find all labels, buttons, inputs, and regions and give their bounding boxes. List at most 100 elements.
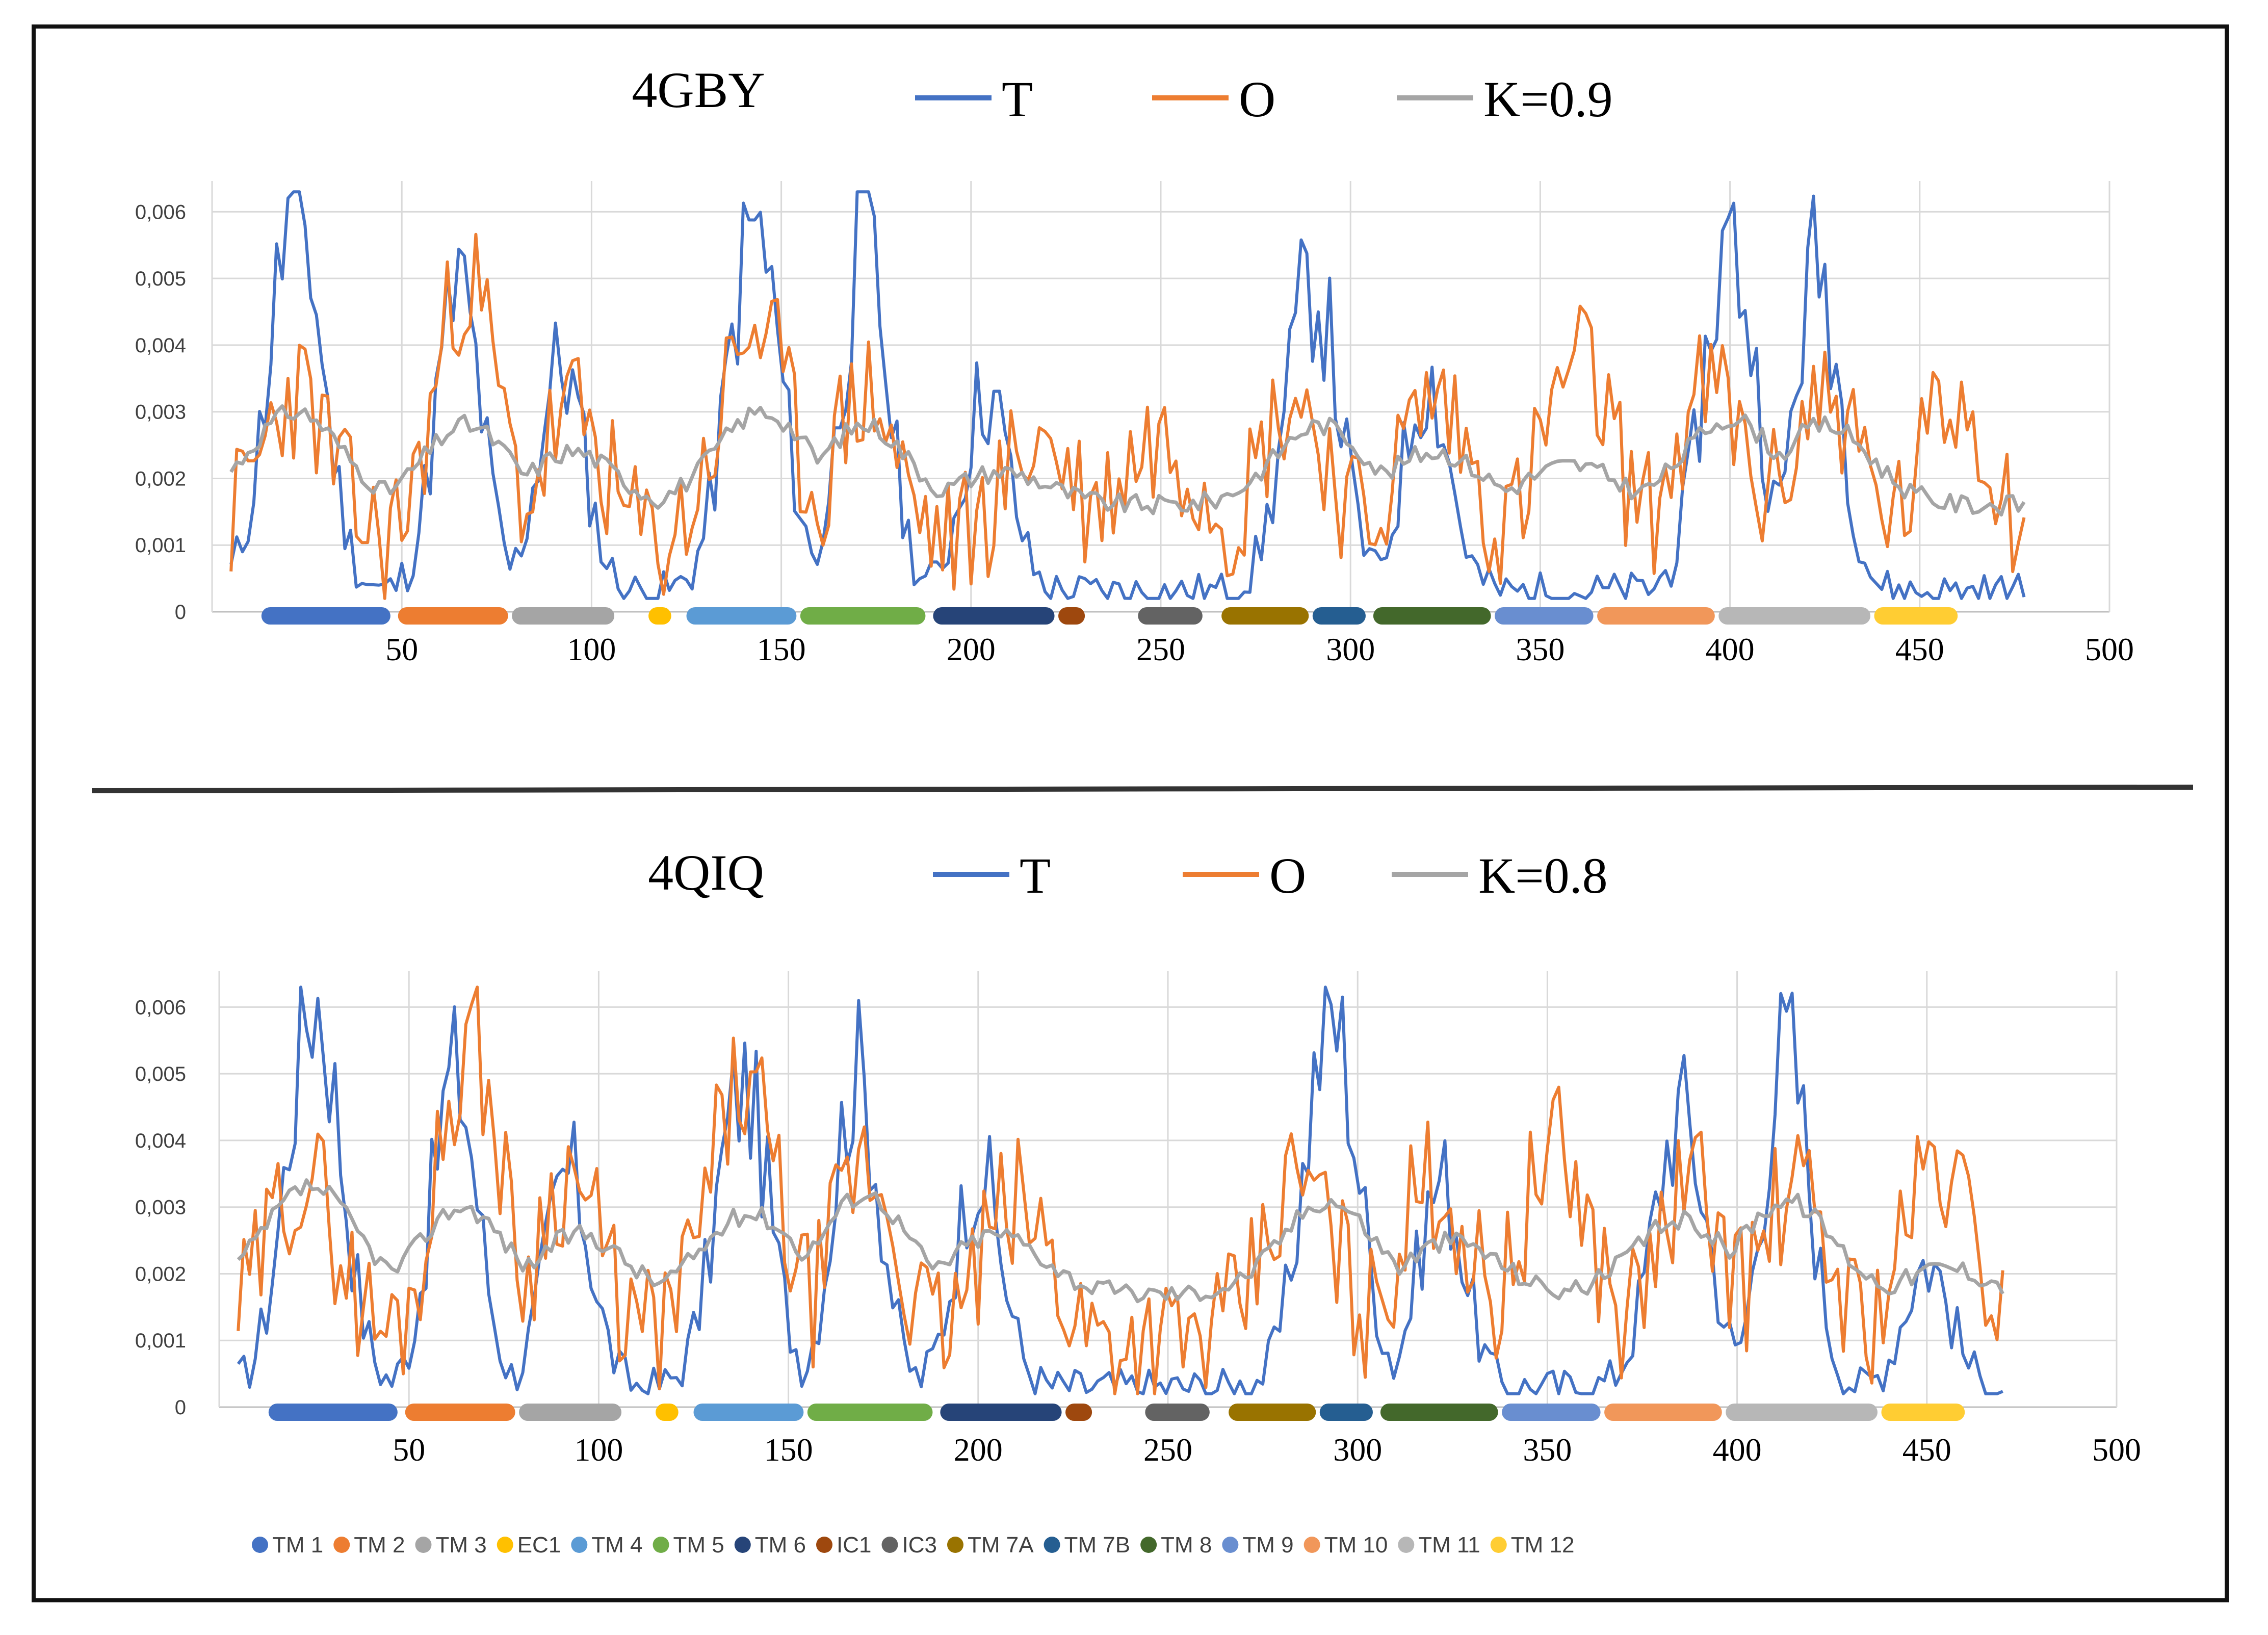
panel-4gby: 0 0,001 0,002 0,003 0,004 0,005 0,006 50 100 150 2…	[135, 62, 2134, 667]
segment-bar	[693, 1404, 804, 1421]
x-tick-label: 500	[2092, 1432, 2141, 1468]
y-tick-label: 0,001	[135, 534, 186, 557]
legend-dot	[415, 1537, 432, 1553]
segment-bar	[268, 1404, 398, 1421]
x-tick-label: 250	[1136, 631, 1185, 667]
panel-divider	[91, 785, 2194, 793]
segment-bar	[933, 607, 1055, 625]
segment-bar	[1604, 1404, 1722, 1421]
gridlines	[211, 181, 2110, 613]
legend-item: TM 12	[1511, 1533, 1575, 1558]
legend-item: TM 7A	[968, 1533, 1034, 1558]
legend-item: IC1	[837, 1533, 871, 1558]
legend-item: TM 8	[1161, 1533, 1212, 1558]
series-line-t	[229, 190, 2026, 600]
segment-bar	[519, 1404, 622, 1421]
legend-item: TM 7B	[1064, 1533, 1131, 1558]
y-tick-label: 0,006	[135, 201, 186, 223]
legend-dot	[1398, 1537, 1415, 1553]
segment-bar	[405, 1404, 515, 1421]
legend-label: T	[1002, 71, 1033, 127]
legend-dot	[571, 1537, 588, 1553]
x-tick-label: 150	[757, 631, 806, 667]
x-tick-label: 100	[574, 1432, 623, 1468]
series-line-k-0-9	[229, 404, 2026, 517]
segment-bar	[1495, 607, 1594, 625]
legend-dot	[816, 1537, 832, 1553]
x-tick-label: 50	[393, 1432, 425, 1468]
x-tick-label: 500	[2085, 631, 2134, 667]
x-tick-label: 250	[1143, 1432, 1192, 1468]
segment-bar	[1373, 607, 1491, 625]
legend-dot	[1304, 1537, 1320, 1553]
series-line-o	[237, 985, 2004, 1395]
legend-label: K=0.9	[1483, 71, 1613, 127]
x-tick-label: 50	[385, 631, 418, 667]
segment-bar	[656, 1404, 679, 1421]
gridlines	[218, 971, 2118, 1408]
y-tick-label: 0	[175, 1396, 186, 1419]
segment-bar	[1319, 1404, 1373, 1421]
legend-item: EC1	[517, 1533, 561, 1558]
panel-title: 4QIQ	[648, 844, 764, 901]
y-tick-label: 0,006	[135, 996, 186, 1019]
segment-bar	[1502, 1404, 1601, 1421]
legend-dot	[1222, 1537, 1239, 1553]
panel-title: 4GBY	[632, 62, 765, 118]
x-tick-label: 400	[1706, 631, 1755, 667]
legend-dot	[497, 1537, 513, 1553]
legend-item: TM 9	[1242, 1533, 1293, 1558]
segment-bar	[940, 1404, 1062, 1421]
segment-bar	[1874, 607, 1958, 625]
segment-bar	[1881, 1404, 1965, 1421]
segment-bar	[1380, 1404, 1498, 1421]
legend-dot	[734, 1537, 751, 1553]
legend-label: O	[1239, 71, 1275, 127]
legend-item: TM 5	[673, 1533, 724, 1558]
y-tick-label: 0,004	[135, 334, 186, 357]
legend-label: O	[1269, 847, 1306, 904]
legend-dot	[252, 1537, 268, 1553]
x-tick-label: 450	[1895, 631, 1944, 667]
legend-dot	[1140, 1537, 1157, 1553]
segment-bar	[1058, 607, 1085, 625]
y-tick-label: 0,003	[135, 401, 186, 424]
segment-bar	[686, 607, 797, 625]
y-tick-label: 0,002	[135, 468, 186, 490]
segment-bar	[1312, 607, 1366, 625]
legend-label: K=0.8	[1478, 847, 1608, 904]
x-tick-label: 350	[1523, 1432, 1572, 1468]
y-tick-label: 0,004	[135, 1130, 186, 1152]
x-tick-label: 300	[1333, 1432, 1382, 1468]
legend-label: T	[1020, 847, 1051, 904]
segment-bar	[398, 607, 508, 625]
legend-item: IC3	[902, 1533, 936, 1558]
segment-bar	[1229, 1404, 1316, 1421]
y-tick-label: 0	[175, 601, 186, 624]
panel-4qiq: 0 0,001 0,002 0,003 0,004 0,005 0,006 50 100 150 2…	[135, 844, 2141, 1468]
legend-item: TM 1	[272, 1533, 323, 1558]
x-tick-label: 300	[1326, 631, 1375, 667]
x-tick-label: 150	[764, 1432, 813, 1468]
x-tick-label: 450	[1902, 1432, 1951, 1468]
x-tick-label: 200	[947, 631, 996, 667]
segment-bar	[1718, 607, 1871, 625]
series-line-k-0-8	[237, 1178, 2004, 1304]
legend-item: TM 6	[755, 1533, 806, 1558]
segment-bar	[1138, 607, 1203, 625]
segment-bar	[1726, 1404, 1878, 1421]
segment-bar	[1145, 1404, 1210, 1421]
y-tick-label: 0,005	[135, 268, 186, 290]
segment-bar	[1065, 1404, 1092, 1421]
y-tick-label: 0,001	[135, 1330, 186, 1352]
legend-item: TM 2	[354, 1533, 405, 1558]
y-tick-label: 0,002	[135, 1263, 186, 1285]
legend-dot	[1490, 1537, 1507, 1553]
legend-dot	[1044, 1537, 1060, 1553]
x-tick-label: 350	[1516, 631, 1565, 667]
y-tick-label: 0,003	[135, 1197, 186, 1219]
segment-bar	[512, 607, 615, 625]
series-line-o	[229, 232, 2026, 600]
legend-item: TM 11	[1418, 1533, 1480, 1558]
legend-dot	[653, 1537, 669, 1553]
